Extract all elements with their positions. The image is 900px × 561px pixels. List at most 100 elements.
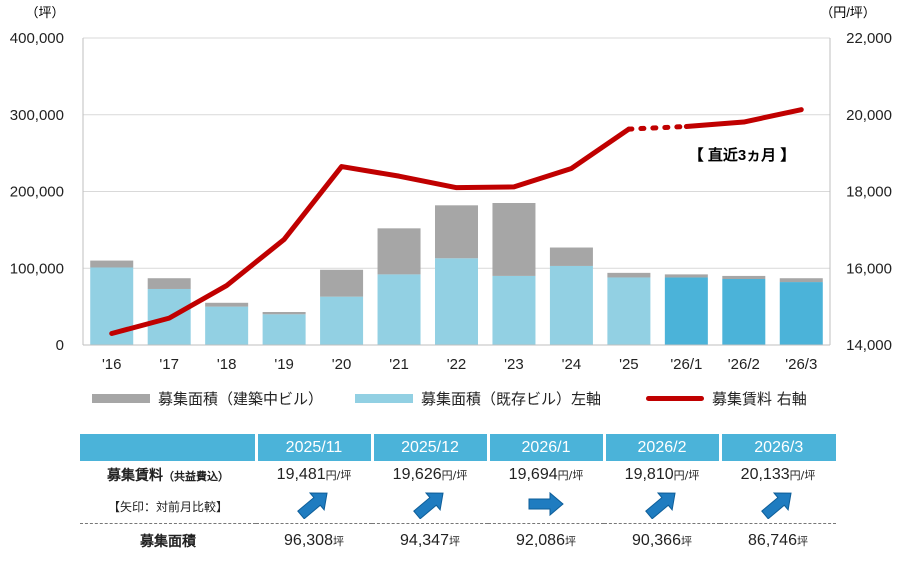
trend-cell <box>488 489 604 524</box>
arrow-path <box>645 492 676 520</box>
bars-group <box>90 203 823 345</box>
bar-existing <box>492 275 536 345</box>
rent-cell: 19,626円/坪 <box>372 461 488 489</box>
area-row: 募集面積 96,308坪 94,347坪 92,086坪 90,366坪 86,… <box>80 524 836 559</box>
rent-value: 19,626 <box>392 466 442 483</box>
bar-construction <box>320 269 364 297</box>
rent-line-solid <box>109 126 632 336</box>
rent-row-label: 募集賃料（共益費込） <box>80 461 256 489</box>
bar-construction <box>664 274 708 278</box>
bar-construction <box>779 278 823 283</box>
right-tick-label: 22,000 <box>846 30 892 47</box>
bar-construction <box>205 302 249 307</box>
rent-cell: 20,133円/坪 <box>720 461 836 489</box>
arrow-path <box>297 492 328 520</box>
left-tick-label: 400,000 <box>10 30 64 47</box>
rent-area-chart: 0 100,000 200,000 300,000 400,000 14,000 16,00… <box>10 5 892 373</box>
x-tick-label: '17 <box>159 356 179 373</box>
legend-construction-label: 募集面積（建築中ビル） <box>158 390 324 408</box>
left-tick-label: 300,000 <box>10 107 64 124</box>
trend-arrow-icon <box>645 492 676 520</box>
x-tick-label: '26/2 <box>728 356 760 373</box>
right-tick-label: 18,000 <box>846 184 892 201</box>
rent-label: 募集賃料 <box>107 468 163 484</box>
rent-line-recent <box>683 107 804 129</box>
rent-cell: 19,481円/坪 <box>256 461 372 489</box>
area-value: 96,308 <box>284 532 333 549</box>
legend-construction: 募集面積（建築中ビル） <box>92 388 323 409</box>
trend-cell <box>720 489 836 524</box>
bar-existing <box>320 296 364 345</box>
trend-arrow-icon <box>761 492 792 520</box>
month-header: 2026/1 <box>486 434 604 461</box>
area-value: 94,347 <box>400 532 449 549</box>
area-unit: 坪 <box>332 535 344 548</box>
table-header-row: 2025/11 2025/12 2026/1 2026/2 2026/3 <box>80 434 836 461</box>
bar-existing <box>549 265 593 345</box>
month-header: 2025/12 <box>370 434 488 461</box>
rent-value: 19,810 <box>624 466 674 483</box>
legend-rent: 募集賃料 右軸 <box>646 388 807 409</box>
x-tick-label: '26/1 <box>670 356 702 373</box>
bar-construction <box>607 272 651 278</box>
legend: 募集面積（建築中ビル） 募集面積（既存ビル）左軸 募集賃料 右軸 <box>0 388 900 416</box>
bar-construction <box>722 275 766 279</box>
arrow-shape <box>761 492 792 520</box>
legend-existing: 募集面積（既存ビル）左軸 <box>355 388 601 409</box>
right-tick-label: 16,000 <box>846 260 892 277</box>
rent-cell: 19,810円/坪 <box>604 461 720 489</box>
right-axis-unit: （円/坪） <box>820 5 876 20</box>
rent-line-dotted <box>626 123 689 132</box>
area-unit: 坪 <box>680 535 692 548</box>
legend-swatch-gray <box>92 394 150 403</box>
legend-existing-label: 募集面積（既存ビル）左軸 <box>421 390 602 408</box>
rent-unit: 円/坪 <box>441 469 468 482</box>
right-tick-label: 20,000 <box>846 107 892 124</box>
trend-cell <box>604 489 720 524</box>
bar-existing <box>377 274 421 345</box>
arrow-path <box>413 492 444 520</box>
area-unit: 坪 <box>564 535 576 548</box>
rent-line-group <box>109 107 804 336</box>
area-value: 92,086 <box>516 532 565 549</box>
legend-rent-label: 募集賃料 右軸 <box>712 390 807 408</box>
right-tick-label: 14,000 <box>846 337 892 354</box>
x-tick-label: '24 <box>562 356 582 373</box>
x-tick-label: '16 <box>102 356 122 373</box>
header-blank <box>80 434 256 461</box>
rent-unit: 円/坪 <box>325 469 352 482</box>
rent-sub-label: （共益費込） <box>163 470 229 483</box>
month-header: 2026/2 <box>602 434 720 461</box>
bar-construction <box>147 278 191 289</box>
arrow-note: 【矢印：対前月比較】 <box>80 489 256 524</box>
bar-construction <box>435 205 478 259</box>
area-cell: 90,366坪 <box>604 524 720 559</box>
bar-existing <box>607 277 651 345</box>
bar-construction <box>377 228 421 275</box>
area-label: 募集面積 <box>140 534 196 550</box>
x-tick-label: '19 <box>274 356 294 373</box>
rent-value: 19,694 <box>508 466 558 483</box>
area-unit: 坪 <box>448 535 460 548</box>
bar-construction <box>549 247 593 266</box>
area-cell: 92,086坪 <box>488 524 604 559</box>
area-value: 86,746 <box>748 532 797 549</box>
trend-arrow-icon <box>528 491 564 517</box>
trend-cell <box>372 489 488 524</box>
rent-unit: 円/坪 <box>789 469 816 482</box>
left-tick-label: 100,000 <box>10 260 64 277</box>
bar-existing <box>205 306 249 345</box>
left-axis-unit: （坪） <box>25 5 64 20</box>
month-header: 2025/11 <box>254 434 372 461</box>
arrow-shape <box>297 492 328 520</box>
recent-annotation: 【 直近3ヵ月 】 <box>689 146 796 164</box>
area-cell: 94,347坪 <box>372 524 488 559</box>
trend-cell <box>256 489 372 524</box>
x-tick-label: '23 <box>504 356 524 373</box>
area-unit: 坪 <box>796 535 808 548</box>
left-tick-label: 0 <box>56 337 64 354</box>
area-cell: 96,308坪 <box>256 524 372 559</box>
rent-row: 募集賃料（共益費込） 19,481円/坪 19,626円/坪 19,694円/坪… <box>80 461 836 489</box>
trend-arrow-icon <box>413 492 444 520</box>
bar-existing <box>779 282 823 345</box>
